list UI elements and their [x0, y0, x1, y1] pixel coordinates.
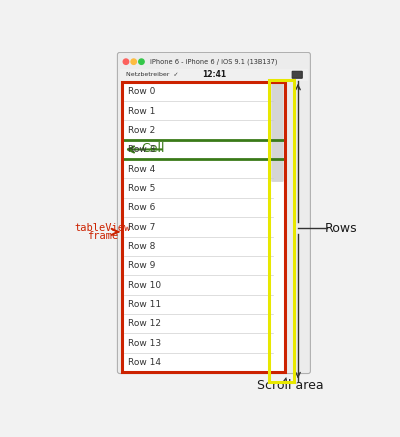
FancyBboxPatch shape	[292, 71, 302, 78]
Text: Row 6: Row 6	[128, 203, 156, 212]
FancyBboxPatch shape	[271, 83, 284, 182]
Text: Row 1: Row 1	[128, 107, 156, 116]
Text: Row 3: Row 3	[128, 146, 156, 154]
Text: Scroll area: Scroll area	[257, 378, 324, 392]
Text: Row 8: Row 8	[128, 242, 156, 251]
Text: Row 14: Row 14	[128, 358, 161, 367]
Text: Row 2: Row 2	[128, 126, 156, 135]
Text: frame: frame	[87, 231, 118, 241]
Text: iPhone 6 - iPhone 6 / iOS 9.1 (13B137): iPhone 6 - iPhone 6 / iOS 9.1 (13B137)	[150, 59, 278, 65]
Text: Row 0: Row 0	[128, 87, 156, 96]
Text: Row 12: Row 12	[128, 319, 161, 329]
Bar	[120, 69, 308, 81]
Text: Row 11: Row 11	[128, 300, 162, 309]
Bar	[120, 55, 308, 69]
Text: Row 7: Row 7	[128, 223, 156, 232]
Text: Row 5: Row 5	[128, 184, 156, 193]
Bar	[122, 140, 285, 159]
Bar	[122, 82, 285, 372]
Text: Netzbetreiber  ✓: Netzbetreiber ✓	[126, 72, 178, 77]
Circle shape	[139, 59, 144, 64]
Circle shape	[123, 59, 129, 64]
Bar	[122, 82, 285, 372]
Bar	[269, 80, 294, 382]
Circle shape	[131, 59, 136, 64]
Text: tableView: tableView	[74, 223, 131, 233]
FancyBboxPatch shape	[118, 52, 310, 374]
Text: Rows: Rows	[324, 222, 357, 235]
Text: Row 10: Row 10	[128, 281, 162, 290]
Text: 12:41: 12:41	[202, 70, 226, 79]
Text: Row 13: Row 13	[128, 339, 162, 348]
Text: Cell: Cell	[141, 142, 165, 155]
Text: Row 9: Row 9	[128, 261, 156, 271]
Text: Row 4: Row 4	[128, 165, 156, 173]
